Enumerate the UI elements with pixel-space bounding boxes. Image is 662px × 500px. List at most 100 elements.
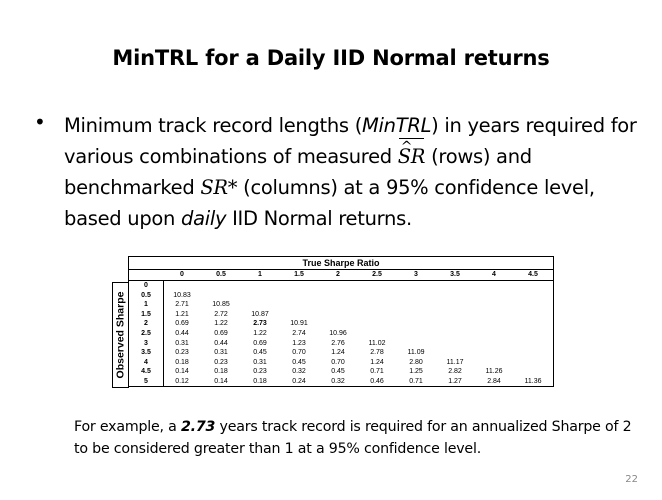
table-cell: 0.45 xyxy=(292,358,306,366)
table-cell: 0.70 xyxy=(292,349,306,357)
table-cell: 2.71 xyxy=(175,301,189,309)
table-cell: 0.44 xyxy=(175,330,189,337)
slide-title: MinTRL for a Daily IID Normal returns xyxy=(112,46,550,70)
row-label: 4.5 xyxy=(141,368,151,376)
table-cell: 1.22 xyxy=(253,330,267,337)
hat-accent: ^ xyxy=(400,139,413,155)
bullet-mintrl: MinTRL xyxy=(362,114,432,137)
table-cell: 11.09 xyxy=(407,349,425,357)
table-cell: 11.02 xyxy=(368,339,386,347)
row-axis-label: Observed Sharpe xyxy=(112,282,128,387)
row-label: 4 xyxy=(144,358,148,366)
bullet-text-part5: IID Normal returns. xyxy=(226,207,412,230)
table-cell: 2.74 xyxy=(292,330,306,337)
table-cell: 10.87 xyxy=(251,310,269,318)
row-label: 3.5 xyxy=(141,349,151,357)
table-cell: 0.23 xyxy=(214,358,228,366)
bullet-symbol: • xyxy=(34,110,46,134)
table-cell: 0.44 xyxy=(214,339,228,347)
table-cell: 0.18 xyxy=(214,368,228,376)
table-cell: 11.36 xyxy=(524,378,542,385)
example-part2: years track record is required for an an… xyxy=(74,419,632,457)
column-header: 3 xyxy=(414,271,418,278)
table-cell: 10.83 xyxy=(173,291,191,299)
column-header: 3.5 xyxy=(450,271,460,278)
column-header-row: 0 0.5 1 1.5 2 2.5 3 3.5 4 4.5 xyxy=(128,269,554,281)
column-header: 4 xyxy=(492,271,496,278)
row-label: 3 xyxy=(144,339,148,347)
table-cell: 0.71 xyxy=(409,378,423,385)
bullet-daily: daily xyxy=(181,207,227,230)
column-header: 1.5 xyxy=(294,271,304,278)
table-cell: 2.84 xyxy=(487,378,501,385)
row-axis-box xyxy=(112,282,129,388)
table-cell: 2.78 xyxy=(370,349,384,357)
table-cell: 1.27 xyxy=(448,378,462,385)
column-header: 0.5 xyxy=(216,271,226,278)
sr-measured-symbol: ^ SR xyxy=(397,138,426,172)
table-cell: 0.69 xyxy=(214,330,228,337)
table-cell: 0.31 xyxy=(214,349,228,357)
row-label: 5 xyxy=(144,378,148,385)
bullet-text-part2: ) in years required for various combinat… xyxy=(64,114,637,168)
table-cell: 0.32 xyxy=(331,378,345,385)
row-label: 0 xyxy=(144,282,148,289)
table-cell: 1.21 xyxy=(175,310,189,318)
sr-benchmark-symbol: SR* xyxy=(200,176,238,199)
row-label: 2.5 xyxy=(141,330,151,337)
table-cell: 0.45 xyxy=(253,349,267,357)
bullet-text-part4: (columns) at a 95% confidence level, bas… xyxy=(64,176,595,230)
table-cell: 0.18 xyxy=(253,378,267,385)
table-cell: 0.23 xyxy=(175,349,189,357)
table-cell: 0.31 xyxy=(253,358,267,366)
row-label: 1 xyxy=(144,301,148,309)
table-cell: 1.24 xyxy=(370,358,384,366)
table-cell: 2.73 xyxy=(253,320,267,328)
example-value: 2.73 xyxy=(180,419,216,435)
table-header: True Sharpe Ratio xyxy=(128,256,554,270)
table-cell: 1.23 xyxy=(292,339,306,347)
table-cell: 11.17 xyxy=(446,358,464,366)
bullet-text: Minimum track record lengths (MinTRL) in… xyxy=(64,110,649,234)
bullet-text-part3: (rows) and benchmarked xyxy=(64,145,532,199)
table-cell: 0.12 xyxy=(175,378,189,385)
table-cell: 0.31 xyxy=(175,339,189,347)
sr-measured-text: SR xyxy=(397,145,426,168)
table-cell: 2.72 xyxy=(214,310,228,318)
column-header: 4.5 xyxy=(528,271,538,278)
table-cell: 0.32 xyxy=(292,368,306,376)
example-part1: For example, a xyxy=(74,419,181,435)
row-label: 2 xyxy=(144,320,148,328)
row-label-column xyxy=(129,281,164,386)
table-cell: 11.26 xyxy=(485,368,503,376)
table-cell: 0.70 xyxy=(331,358,345,366)
bullet-text-part1: Minimum track record lengths ( xyxy=(64,114,363,137)
row-axis-label-text: Observed Sharpe xyxy=(114,291,127,378)
column-header: 2.5 xyxy=(372,271,382,278)
table-cell: 0.71 xyxy=(370,368,384,376)
table-cell: 0.24 xyxy=(292,378,306,385)
column-header: 0 xyxy=(180,271,184,278)
example-text: For example, a 2.73 years track record i… xyxy=(74,416,634,460)
table-cell: 10.85 xyxy=(212,301,230,309)
table-cell: 0.46 xyxy=(370,378,384,385)
table-cell: 0.14 xyxy=(214,378,228,385)
table-cell: 10.91 xyxy=(290,320,308,328)
table-cell: 1.25 xyxy=(409,368,423,376)
table-cell: 2.80 xyxy=(409,358,423,366)
table-cell: 0.69 xyxy=(253,339,267,347)
page-number: 22 xyxy=(625,474,638,485)
column-header: 1 xyxy=(258,271,262,278)
table-cell: 1.24 xyxy=(331,349,345,357)
table-cell: 2.82 xyxy=(448,368,462,376)
table-cell: 0.18 xyxy=(175,358,189,366)
table-cell: 0.23 xyxy=(253,368,267,376)
table-cell: 0.69 xyxy=(175,320,189,328)
table-cell: 0.45 xyxy=(331,368,345,376)
row-label: 0.5 xyxy=(141,291,151,299)
table-cell: 2.76 xyxy=(331,339,345,347)
table-cell: 1.22 xyxy=(214,320,228,328)
table-cell: 0.14 xyxy=(175,368,189,376)
table-cell: 10.96 xyxy=(329,330,347,337)
column-header: 2 xyxy=(336,271,340,278)
